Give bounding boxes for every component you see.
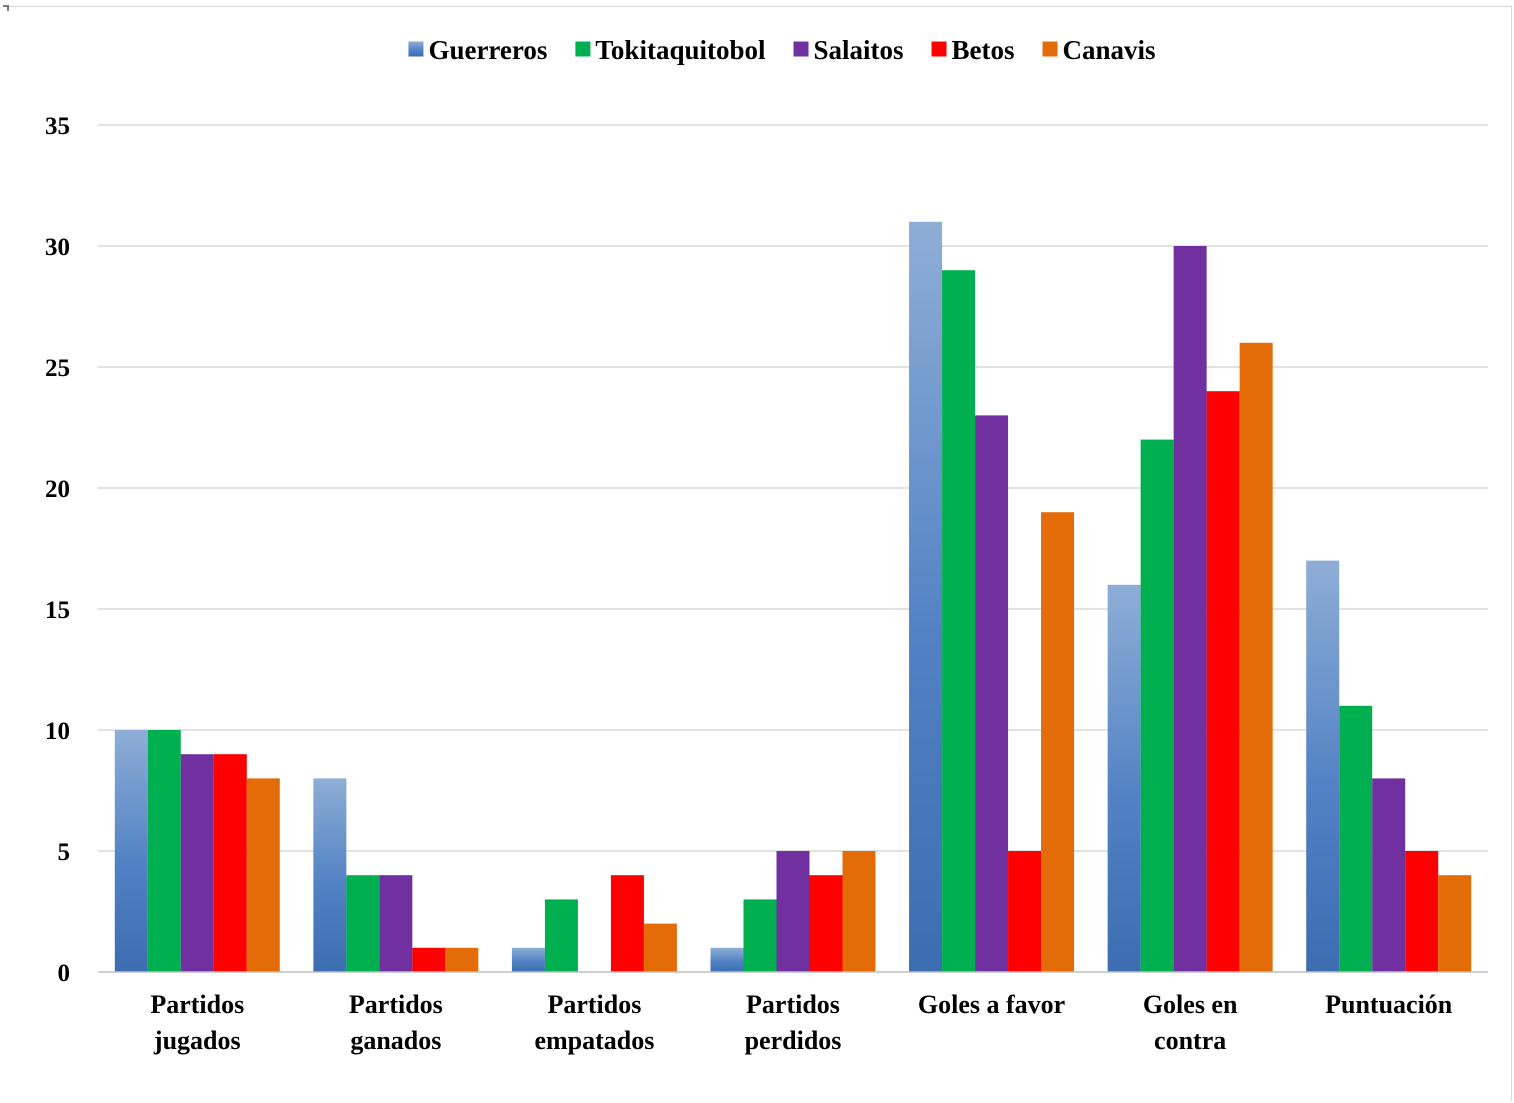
x-category-label-line: Goles en (1143, 990, 1238, 1019)
y-tick-label: 5 (58, 839, 71, 866)
bar-guerreros (114, 730, 148, 972)
bar-betos (412, 947, 446, 972)
y-tick-label: 30 (45, 234, 70, 261)
x-category-label-line: Partidos (547, 990, 641, 1019)
bar-tokitaquitobol (1140, 439, 1174, 973)
bar-salaitos (180, 754, 214, 972)
bar-guerreros (1107, 584, 1141, 972)
y-tick-label: 10 (45, 718, 70, 745)
x-category-label-line: contra (1154, 1026, 1226, 1055)
bar-tokitaquitobol (147, 730, 181, 972)
x-category-label: Partidos ganados (349, 990, 443, 1055)
x-category-label: Partidos empatados (534, 990, 654, 1055)
x-category-label: Goles en contra (1143, 990, 1238, 1055)
x-category-label: Partidos jugados (150, 990, 244, 1055)
legend-label-tokitaquitobol: Tokitaquitobol (595, 35, 766, 65)
bar-betos (809, 875, 843, 972)
bar-betos (610, 875, 644, 972)
bar-tokitaquitobol (1339, 705, 1373, 972)
corner-mark (3, 5, 9, 11)
bar-tokitaquitobol (942, 270, 976, 972)
chart-legend: Guerreros Tokitaquitobol Salaitos Betos Cana… (408, 35, 1156, 65)
x-category-label: Puntuación (1325, 990, 1453, 1019)
y-tick-label: 20 (45, 476, 70, 503)
y-tick-label: 35 (45, 113, 70, 140)
legend-swatch-betos (931, 41, 947, 57)
legend-swatch-canavis (1042, 41, 1058, 57)
bar-betos (213, 754, 247, 972)
x-axis-category-labels: Partidos jugados Partidos ganados Partidos em… (150, 990, 1452, 1055)
bar-canavis (246, 778, 280, 972)
y-tick-label: 0 (58, 960, 71, 987)
x-category-label-line: ganados (350, 1026, 441, 1055)
bar-betos (1008, 851, 1042, 972)
bar-salaitos (776, 851, 810, 972)
x-category-label: Goles a favor (918, 990, 1065, 1019)
legend-swatch-tokitaquitobol (575, 41, 591, 57)
y-gridlines (98, 124, 1488, 852)
x-category-label-line: Puntuación (1325, 990, 1453, 1019)
bar-salaitos (379, 875, 413, 972)
chart-frame (8, 6, 1512, 1101)
bar-canavis (445, 947, 479, 972)
x-category-label-line: perdidos (745, 1026, 842, 1055)
bar-betos (1206, 391, 1240, 972)
bar-guerreros (1306, 560, 1340, 972)
bar-guerreros (909, 221, 943, 973)
legend-label-salaitos: Salaitos (814, 35, 904, 65)
x-category-label-line: empatados (534, 1026, 654, 1055)
legend-label-canavis: Canavis (1063, 35, 1156, 65)
x-category-label-line: jugados (153, 1026, 241, 1055)
bar-canavis (1239, 342, 1273, 972)
y-tick-label: 15 (45, 597, 70, 624)
bar-betos (1405, 851, 1439, 972)
legend-label-betos: Betos (952, 35, 1015, 65)
bar-salaitos (975, 415, 1009, 972)
legend-swatch-guerreros (408, 41, 424, 57)
bar-tokitaquitobol (743, 899, 777, 972)
bar-canavis (1041, 512, 1075, 972)
legend-label-guerreros: Guerreros (428, 35, 547, 65)
bar-salaitos (1173, 246, 1207, 972)
bar-guerreros (511, 947, 545, 972)
bar-guerreros (313, 778, 347, 972)
bar-canavis (643, 923, 677, 972)
legend-swatch-salaitos (793, 41, 809, 57)
bar-guerreros (710, 947, 744, 972)
y-tick-label: 25 (45, 355, 70, 382)
bar-canavis (842, 851, 876, 972)
bar-canavis (1438, 875, 1472, 972)
x-category-label-line: Partidos (150, 990, 244, 1019)
y-axis-ticks: 0 5 10 15 20 25 30 35 (45, 113, 70, 987)
bars (114, 221, 1472, 973)
x-category-label: Partidos perdidos (745, 990, 842, 1055)
bar-salaitos (1372, 778, 1406, 972)
x-category-label-line: Partidos (349, 990, 443, 1019)
x-category-label-line: Goles a favor (918, 990, 1065, 1019)
x-category-label-line: Partidos (746, 990, 840, 1019)
bar-tokitaquitobol (346, 875, 380, 972)
bar-tokitaquitobol (544, 899, 578, 972)
